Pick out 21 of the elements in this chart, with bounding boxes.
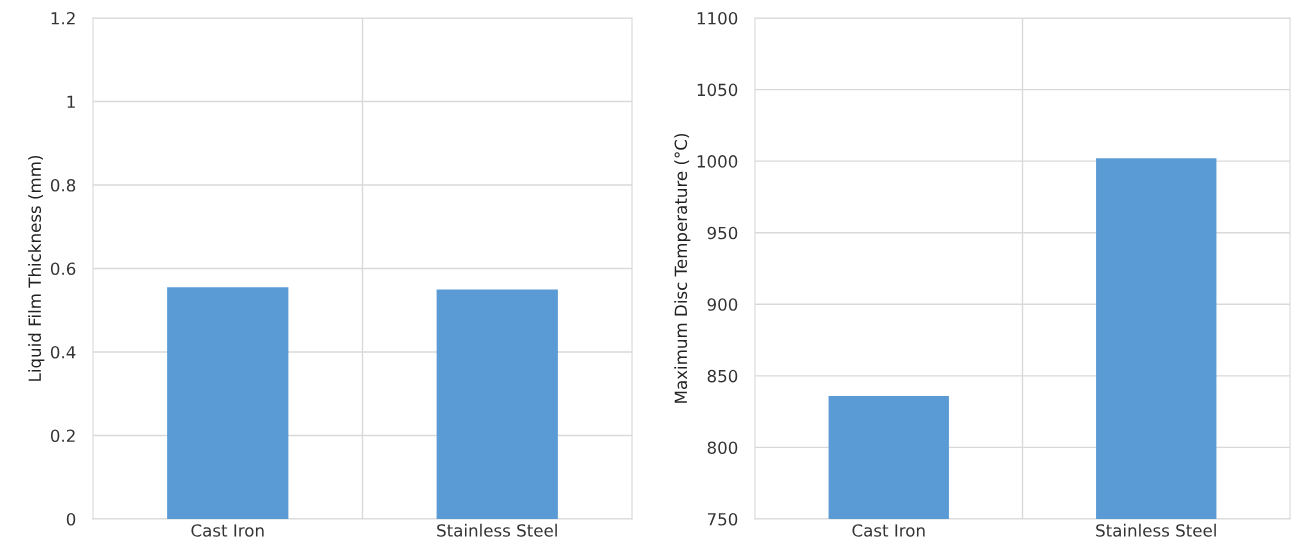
y-tick-label: 1000 [697,155,738,168]
x-tick-label: Stainless Steel [1096,523,1216,537]
y-tick-label: 800 [707,441,738,454]
y-axis-title: Maximum Disc Temperature (°C) [674,134,691,403]
y-tick-label: 950 [707,226,738,240]
y-tick-label: 900 [707,298,738,311]
y-tick-label: 1 [67,95,75,108]
x-tick-label: Cast Iron [191,524,264,537]
y-tick-label: 750 [707,512,738,526]
y-tick-label: 1100 [697,11,738,25]
y-tick-label: 0.6 [50,262,76,276]
y-tick-label: 0.8 [50,178,76,192]
x-tick-label: Cast Iron [852,524,925,537]
y-tick-label: 1.2 [51,11,75,25]
y-axis-title: Liquid Film Thickness (mm) [28,155,45,381]
x-tick-label: Stainless Steel [437,523,557,537]
y-tick-label: 0.2 [50,429,75,443]
y-tick-label: 0.4 [50,345,76,359]
y-tick-label: 1050 [697,83,738,97]
y-tick-label: 0 [66,512,76,526]
y-tick-label: 850 [707,369,738,383]
